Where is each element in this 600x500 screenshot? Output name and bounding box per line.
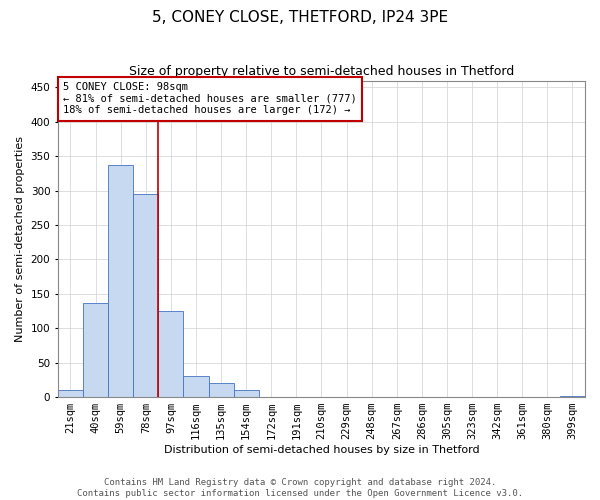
Bar [158,311,184,397]
Bar [58,390,83,397]
Y-axis label: Number of semi-detached properties: Number of semi-detached properties [15,136,25,342]
Bar [233,390,259,397]
Bar [560,396,585,397]
Bar [133,194,158,397]
Bar [83,303,108,397]
Bar [184,376,209,397]
Bar [209,384,233,397]
X-axis label: Distribution of semi-detached houses by size in Thetford: Distribution of semi-detached houses by … [164,445,479,455]
Text: 5 CONEY CLOSE: 98sqm
← 81% of semi-detached houses are smaller (777)
18% of semi: 5 CONEY CLOSE: 98sqm ← 81% of semi-detac… [63,82,357,116]
Text: 5, CONEY CLOSE, THETFORD, IP24 3PE: 5, CONEY CLOSE, THETFORD, IP24 3PE [152,10,448,25]
Bar [108,165,133,397]
Text: Contains HM Land Registry data © Crown copyright and database right 2024.
Contai: Contains HM Land Registry data © Crown c… [77,478,523,498]
Title: Size of property relative to semi-detached houses in Thetford: Size of property relative to semi-detach… [129,65,514,78]
